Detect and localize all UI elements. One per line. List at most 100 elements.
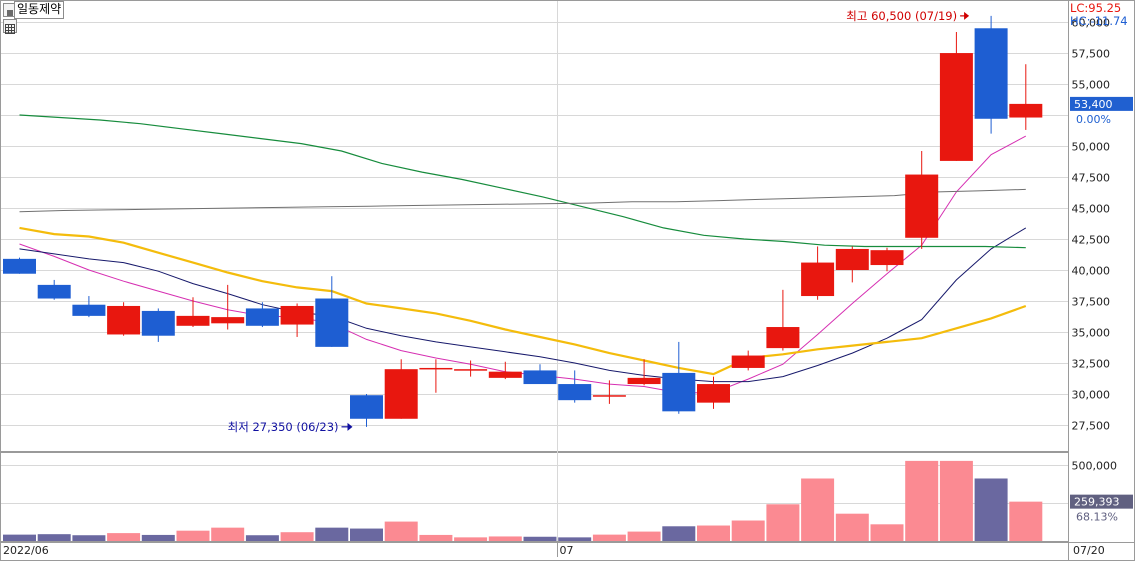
date-label: 07 [560, 544, 574, 557]
candlesticks [3, 15, 1043, 427]
candle-body [72, 304, 106, 316]
price-tick-label: 32,500 [1072, 358, 1111, 371]
low-price-label: 최저 27,350 (06/23) [228, 420, 339, 434]
candle-body [419, 367, 453, 370]
volume-bar [766, 504, 800, 541]
candle-body [245, 308, 279, 326]
volume-bar [835, 513, 869, 541]
moving-average-line-ma10 [19, 227, 1027, 383]
low-arrow-head [347, 422, 353, 431]
price-tick-label: 30,000 [1072, 389, 1111, 402]
candle-body [454, 369, 488, 371]
lc-label: LC:95.25 [1070, 1, 1121, 15]
candle-body [523, 370, 557, 385]
candle-body [1009, 103, 1043, 118]
candle-body [835, 248, 869, 271]
candle-body [627, 377, 661, 385]
menu-icon [7, 10, 13, 16]
candle-body [315, 298, 349, 347]
date-label: 2022/06 [3, 544, 49, 557]
last-date-label: 07/20 [1073, 544, 1105, 557]
volume-bar [37, 534, 71, 541]
annotations: 최고 60,500 (07/19) 최저 27,350 (06/23) 53,400… [228, 9, 1133, 524]
price-tick-label: 27,500 [1072, 420, 1111, 433]
candle-body [37, 284, 71, 299]
moving-average-line-ma5 [19, 135, 1027, 394]
volume-bar [141, 534, 175, 541]
volume-bar [974, 478, 1008, 541]
candle-body [384, 369, 418, 419]
price-tick-label: 37,500 [1072, 296, 1111, 309]
price-tick-label: 60,000 [1072, 17, 1111, 30]
last-volume-change: 68.13% [1076, 511, 1118, 524]
candle-body [870, 250, 904, 266]
volume-bar [592, 534, 626, 541]
volume-bar [627, 531, 661, 541]
volume-tick-label: 500,000 [1072, 460, 1118, 473]
volume-bar [697, 525, 730, 541]
volume-bar [1009, 501, 1043, 541]
last-price-value: 53,400 [1074, 98, 1113, 111]
hc-label: HC:-11.74 [1070, 14, 1128, 28]
price-tick-label: 40,000 [1072, 265, 1111, 278]
candle-body [107, 305, 141, 335]
candle-body [592, 395, 626, 397]
price-tick-label: 47,500 [1072, 172, 1111, 185]
grid-icon [5, 24, 15, 34]
candle-body [280, 305, 314, 325]
axis-labels: 27,500 30,000 32,500 35,000 37,500 40,000 42,5… [3, 17, 1118, 557]
volume-bar [905, 460, 939, 541]
volume-bar [662, 526, 696, 541]
moving-average-line-ma60 [19, 114, 1026, 249]
volume-bar [731, 520, 765, 541]
last-volume-value: 259,393 [1074, 496, 1120, 509]
grid-layer [1, 1, 1068, 541]
volume-bar [801, 478, 835, 541]
moving-average-line-ma120 [19, 188, 1026, 213]
volume-bar [350, 528, 383, 541]
price-tick-label: 57,500 [1072, 48, 1111, 61]
stock-name-label: 일동제약 [14, 1, 65, 19]
price-tick-label: 45,000 [1072, 203, 1111, 216]
candle-body [697, 384, 730, 403]
grid-view-button[interactable] [3, 19, 17, 34]
high-arrow-head [964, 11, 970, 20]
volume-bars [3, 460, 1043, 541]
candle-body [662, 372, 696, 412]
price-tick-label: 50,000 [1072, 141, 1111, 154]
volume-bar [419, 534, 453, 541]
volume-bar [315, 527, 349, 541]
candle-body [801, 262, 835, 297]
volume-bar [523, 536, 557, 541]
candle-body [176, 315, 210, 326]
candle-body [350, 395, 383, 419]
volume-bar [939, 460, 973, 541]
candle-body [211, 317, 245, 324]
volume-bar [454, 537, 488, 541]
candle-body [766, 327, 800, 349]
volume-bar [3, 534, 36, 541]
volume-bar [107, 533, 141, 541]
price-tick-label: 42,500 [1072, 234, 1111, 247]
volume-bar [488, 536, 522, 541]
moving-average-line-ma20 [19, 226, 1027, 376]
volume-bar [245, 535, 279, 541]
candle-body [974, 28, 1008, 119]
volume-bar [870, 524, 904, 541]
price-tick-label: 55,000 [1072, 79, 1111, 92]
volume-bar [558, 537, 592, 541]
volume-bar [280, 532, 314, 541]
volume-bar [211, 527, 245, 541]
candle-body [558, 384, 592, 401]
candle-body [939, 53, 973, 161]
candle-body [905, 174, 939, 238]
volume-bar [176, 530, 210, 541]
volume-bar [384, 521, 418, 541]
candle-body [3, 258, 36, 274]
last-price-tag [1070, 96, 1133, 111]
volume-bar [72, 535, 106, 541]
last-volume-tag [1070, 494, 1133, 509]
high-price-label: 최고 60,500 (07/19) [846, 9, 957, 23]
